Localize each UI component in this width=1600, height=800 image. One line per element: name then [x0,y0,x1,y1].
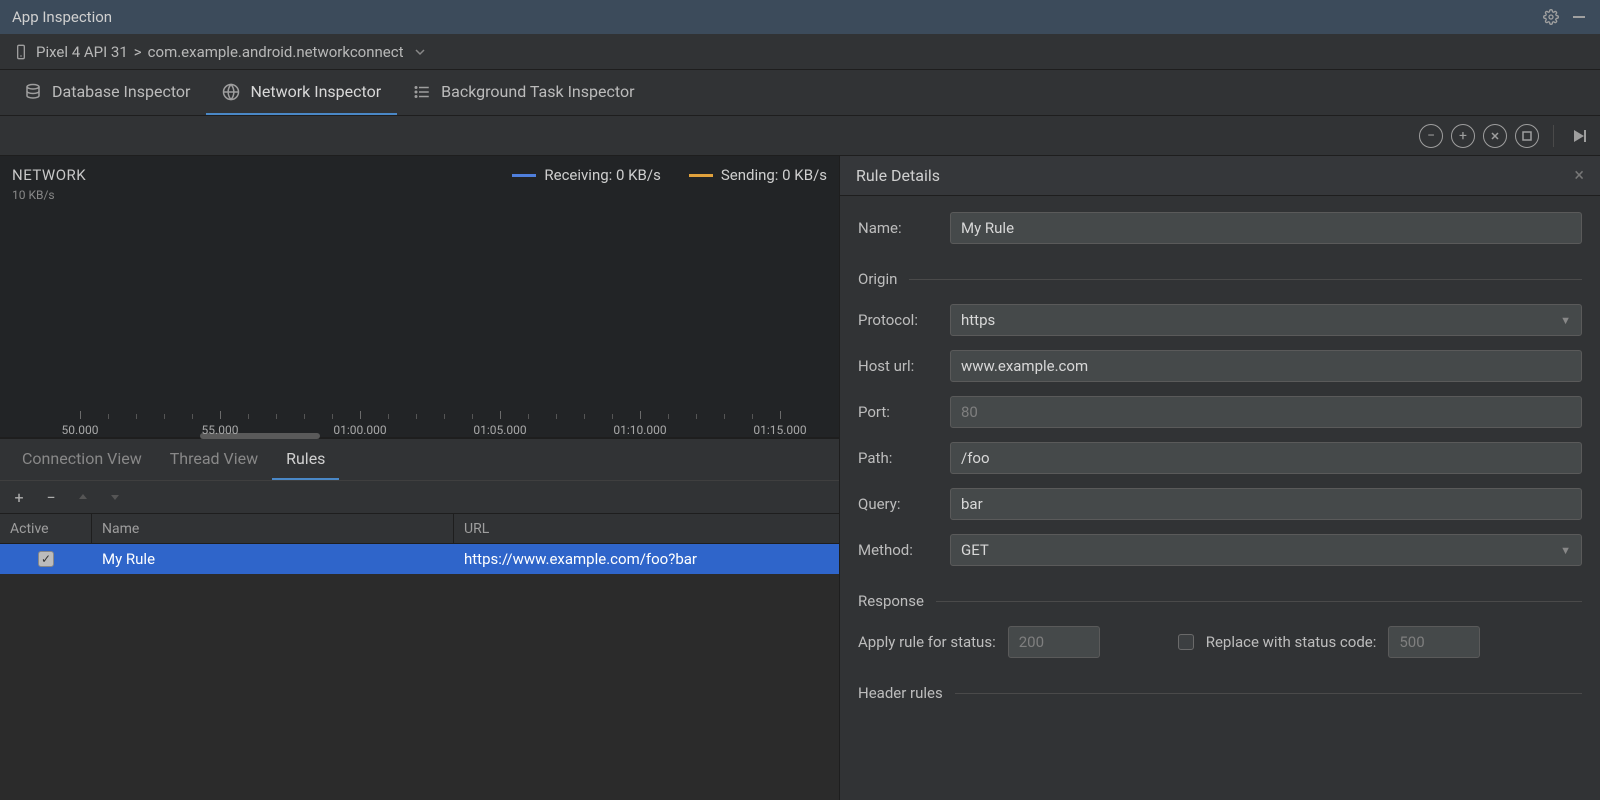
breadcrumb[interactable]: Pixel 4 API 31 > com.example.android.net… [0,34,1600,70]
cell-active[interactable]: ✓ [0,544,92,574]
cell-url: https://www.example.com/foo?bar [454,544,839,574]
tick-label: 01:15.000 [753,423,806,437]
legend-sending: Sending: 0 KB/s [689,166,827,184]
close-icon[interactable]: × [1574,165,1584,186]
tab-network-inspector[interactable]: Network Inspector [206,70,397,115]
device-name: Pixel 4 API 31 [36,43,128,61]
tab-connection-view[interactable]: Connection View [8,439,156,480]
tab-rules[interactable]: Rules [272,439,339,480]
zoom-in-icon[interactable]: + [1451,124,1475,148]
reset-zoom-icon[interactable] [1483,124,1507,148]
replace-status-label: Replace with status code: [1206,633,1377,651]
tab-label: Background Task Inspector [441,82,634,101]
tick-label: 55.000 [202,423,239,437]
add-rule-button[interactable]: + [10,488,28,506]
apply-status-field[interactable]: 200 [1008,626,1100,658]
network-chart-header: NETWORK Receiving: 0 KB/s Sending: 0 KB/… [0,156,839,188]
panel-title: App Inspection [12,8,112,26]
protocol-select[interactable]: https ▼ [950,304,1582,336]
host-label: Host url: [858,357,950,375]
toolbar-separator [1553,125,1554,147]
tick-label: 01:10.000 [613,423,666,437]
port-field[interactable]: 80 [950,396,1582,428]
query-label: Query: [858,495,950,513]
tick-label: 01:05.000 [473,423,526,437]
rule-details-pane: Rule Details × Name: My Rule Origin Prot… [840,156,1600,800]
legend-swatch-receiving [512,174,536,177]
database-icon [24,83,42,101]
path-field[interactable]: /foo [950,442,1582,474]
chevron-down-icon: ▼ [1560,544,1571,557]
tab-background-task-inspector[interactable]: Background Task Inspector [397,70,650,115]
legend-label: Sending: 0 KB/s [721,166,827,184]
method-label: Method: [858,541,950,559]
minimize-icon[interactable] [1570,8,1588,26]
list-icon [413,83,431,101]
table-row[interactable]: ✓ My Rule https://www.example.com/foo?ba… [0,544,839,574]
tab-label: Network Inspector [250,82,381,101]
legend-swatch-sending [689,174,713,177]
legend-receiving: Receiving: 0 KB/s [512,166,660,184]
cell-name: My Rule [92,544,454,574]
replace-status-checkbox[interactable] [1178,634,1194,650]
replace-status-field[interactable]: 500 [1388,626,1480,658]
process-name: com.example.android.networkconnect [148,43,404,61]
apply-status-label: Apply rule for status: [858,633,996,651]
rule-details-header: Rule Details × [840,156,1600,196]
active-checkbox[interactable]: ✓ [38,551,54,567]
section-origin: Origin [858,270,1582,288]
inspector-tabs: Database Inspector Network Inspector Bac… [0,70,1600,116]
section-response: Response [858,592,1582,610]
gear-icon[interactable] [1542,8,1560,26]
live-icon[interactable] [1568,124,1590,148]
move-up-button[interactable] [74,488,92,506]
name-field[interactable]: My Rule [950,212,1582,244]
chevron-down-icon[interactable] [414,46,426,58]
network-toolbar: − + [0,116,1600,156]
port-label: Port: [858,403,950,421]
network-chart[interactable] [0,208,839,398]
col-header-name[interactable]: Name [92,514,454,543]
globe-icon [222,83,240,101]
rules-table-header: Active Name URL [0,514,839,544]
tick-label: 50.000 [62,423,99,437]
rule-details-title: Rule Details [856,166,940,185]
remove-rule-button[interactable]: − [42,488,60,506]
network-title: NETWORK [12,166,86,184]
col-header-url[interactable]: URL [454,514,839,543]
left-pane: NETWORK Receiving: 0 KB/s Sending: 0 KB/… [0,156,840,800]
chevron-down-icon: ▼ [1560,314,1571,327]
rules-toolbar: + − [0,480,839,514]
rule-details-body: Name: My Rule Origin Protocol: https ▼ H… [840,196,1600,800]
breadcrumb-sep: > [134,43,142,61]
legend-label: Receiving: 0 KB/s [544,166,660,184]
timeline-axis[interactable]: 50.000 55.000 01:00.000 01:05.000 01:10.000 0… [0,398,839,438]
device-icon [12,43,30,61]
zoom-selection-icon[interactable] [1515,124,1539,148]
col-header-active[interactable]: Active [0,514,92,543]
section-header-rules: Header rules [858,684,1582,702]
protocol-label: Protocol: [858,311,950,329]
tab-thread-view[interactable]: Thread View [156,439,272,480]
rules-table: Active Name URL ✓ My Rule https://www.ex… [0,514,839,800]
method-select[interactable]: GET ▼ [950,534,1582,566]
view-tabs: Connection View Thread View Rules [0,438,839,480]
path-label: Path: [858,449,950,467]
title-bar: App Inspection [0,0,1600,34]
host-field[interactable]: www.example.com [950,350,1582,382]
zoom-out-icon[interactable]: − [1419,124,1443,148]
name-label: Name: [858,219,950,237]
network-y-label: 10 KB/s [0,188,839,208]
move-down-button[interactable] [106,488,124,506]
tab-label: Database Inspector [52,82,190,101]
tab-database-inspector[interactable]: Database Inspector [8,70,206,115]
query-field[interactable]: bar [950,488,1582,520]
tick-label: 01:00.000 [333,423,386,437]
